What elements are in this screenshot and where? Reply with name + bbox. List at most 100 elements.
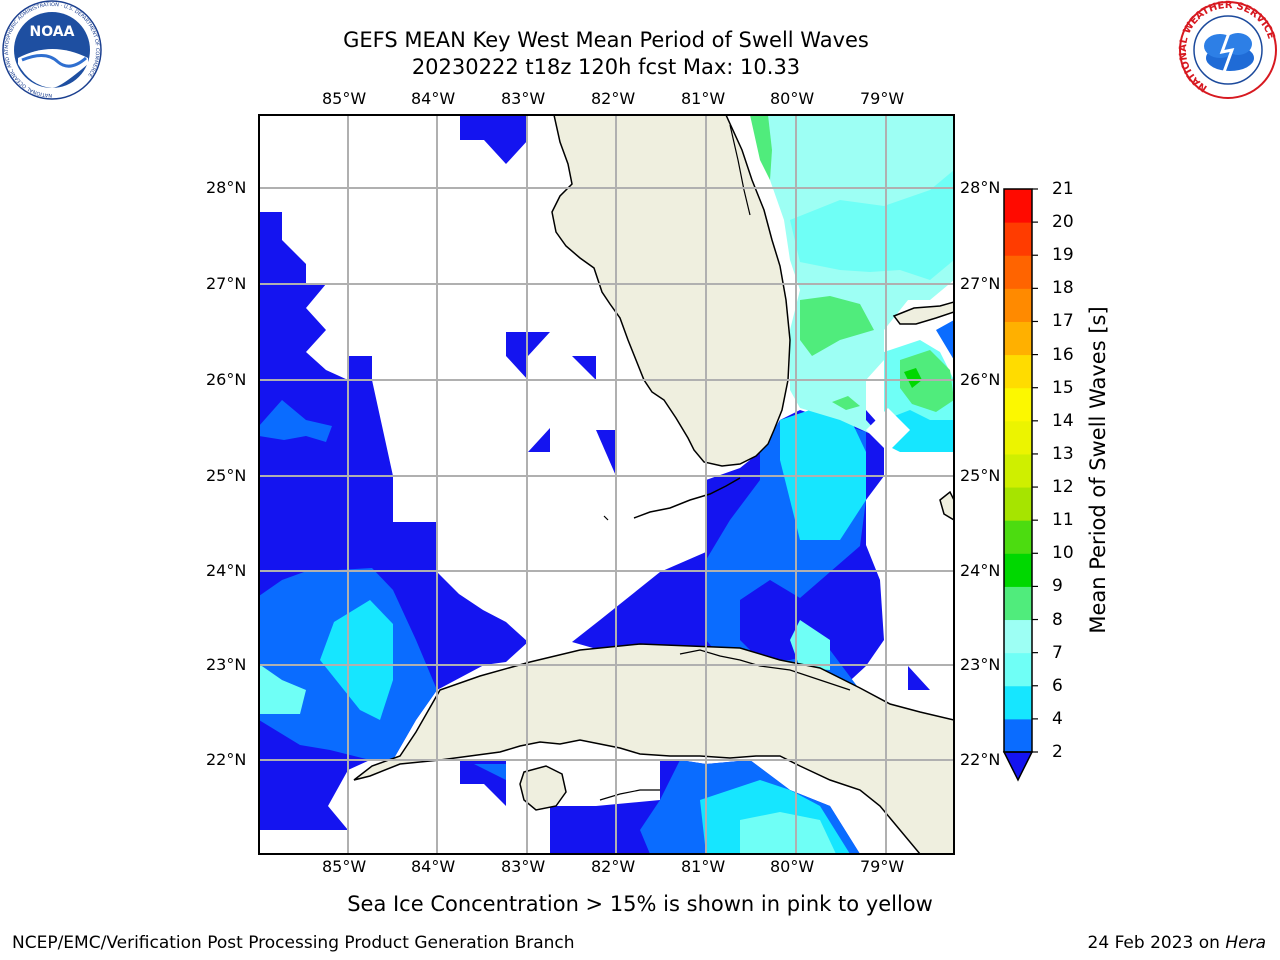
colorbar-tick-label: 16 bbox=[1052, 344, 1074, 365]
chart-title-line1: GEFS MEAN Key West Mean Period of Swell … bbox=[343, 28, 869, 52]
swell-region-atlantic bbox=[750, 115, 954, 440]
swell-region-bahamas-10s bbox=[904, 368, 922, 388]
lat-tick-left-26: 26°N bbox=[206, 370, 247, 389]
lon-tick-bottom-80: 80°W bbox=[770, 857, 815, 876]
lat-tick-left-25: 25°N bbox=[206, 466, 247, 485]
colorbar-swatch bbox=[1004, 487, 1032, 521]
colorbar-tick-label: 18 bbox=[1052, 278, 1074, 299]
colorbar-swatches bbox=[1004, 189, 1032, 753]
colorbar-swatch bbox=[1004, 387, 1032, 422]
lat-tick-right-27: 27°N bbox=[960, 274, 1001, 293]
swell-hole-bahamas bbox=[866, 408, 910, 452]
colorbar-under-triangle bbox=[1002, 751, 1034, 782]
swell-region-straits-7s bbox=[790, 620, 830, 670]
cuba-south-cays bbox=[599, 789, 660, 801]
map-frame bbox=[258, 114, 955, 855]
lon-tick-top-81: 81°W bbox=[681, 89, 726, 108]
colorbar-tick-label: 2 bbox=[1052, 742, 1063, 762]
land-florida bbox=[551, 115, 791, 467]
swell-region-atlantic-9s bbox=[750, 115, 772, 180]
colorbar-tick-label: 14 bbox=[1052, 410, 1074, 431]
colorbar-swatch bbox=[1004, 453, 1032, 488]
swell-region-bahamas-6s bbox=[884, 410, 954, 452]
colorbar-frame bbox=[1003, 188, 1033, 753]
colorbar-tick-label: 4 bbox=[1052, 708, 1063, 729]
colorbar-tick-label: 17 bbox=[1052, 311, 1074, 332]
swell-region-caribbean-4s bbox=[474, 764, 506, 780]
colorbar-swatch bbox=[1004, 553, 1032, 587]
swell-region-west-7s bbox=[259, 664, 306, 714]
colorbar-tick-label: 9 bbox=[1052, 576, 1063, 597]
colorbar-tick-label: 12 bbox=[1052, 477, 1074, 498]
footer-date-text: 24 Feb 2023 on bbox=[1087, 933, 1226, 953]
lat-tick-right-26: 26°N bbox=[960, 370, 1001, 389]
swell-patch-5 bbox=[596, 430, 616, 476]
colorbar-swatch bbox=[1004, 685, 1032, 720]
colorbar-swatch bbox=[1004, 288, 1032, 322]
colorbar-tick-label: 19 bbox=[1052, 245, 1074, 266]
map-gridlines bbox=[259, 115, 954, 854]
lat-tick-right-25: 25°N bbox=[960, 466, 1001, 485]
lat-tick-left-22: 22°N bbox=[206, 750, 247, 769]
colorbar-tick-label: 21 bbox=[1052, 179, 1074, 199]
nws-logo: NATIONAL WEATHER SERVICE bbox=[1178, 0, 1277, 99]
land-cuba bbox=[353, 643, 954, 854]
lon-tick-top-84: 84°W bbox=[411, 89, 456, 108]
lon-tick-top-79: 79°W bbox=[860, 89, 905, 108]
colorbar-tick-label: 7 bbox=[1052, 642, 1063, 663]
swell-patch-4 bbox=[528, 428, 550, 452]
sea-ice-note: Sea Ice Concentration > 15% is shown in … bbox=[347, 892, 933, 916]
footer-date: 24 Feb 2023 on Hera bbox=[1088, 933, 1266, 953]
colorbar-tick-label: 15 bbox=[1052, 377, 1074, 398]
lon-tick-top-83: 83°W bbox=[501, 89, 546, 108]
lon-tick-bottom-84: 84°W bbox=[411, 857, 456, 876]
lon-tick-bottom-79: 79°W bbox=[860, 857, 905, 876]
colorbar-swatch bbox=[1004, 189, 1032, 223]
florida-keys bbox=[633, 477, 741, 519]
colorbar-swatch bbox=[1004, 586, 1032, 621]
colorbar-tick-label: 10 bbox=[1052, 543, 1074, 564]
swell-region-bahamas-4s bbox=[936, 320, 954, 360]
lat-tick-left-24: 24°N bbox=[206, 561, 247, 580]
florida-lake bbox=[729, 124, 751, 216]
land-andros bbox=[939, 490, 954, 521]
noaa-logo: NOAA NATIONAL OCEANIC AND ATMOSPHERIC AD… bbox=[2, 0, 102, 100]
lat-tick-left-23: 23°N bbox=[206, 655, 247, 674]
colorbar-tick-label: 20 bbox=[1052, 212, 1074, 233]
footer-branch: NCEP/EMC/Verification Post Processing Pr… bbox=[12, 933, 575, 953]
swell-region-atlantic-9s-b bbox=[800, 296, 874, 356]
lat-tick-right-22: 22°N bbox=[960, 750, 1001, 769]
lat-tick-right-23: 23°N bbox=[960, 655, 1001, 674]
lat-tick-right-28: 28°N bbox=[960, 178, 1001, 197]
swell-region-atlantic-7s bbox=[790, 170, 954, 280]
colorbar-swatch bbox=[1004, 520, 1032, 554]
colorbar-swatch bbox=[1004, 354, 1032, 389]
colorbar-swatch bbox=[1004, 321, 1032, 356]
colorbar-tick-label: 13 bbox=[1052, 443, 1074, 464]
swell-patch-6 bbox=[908, 666, 930, 690]
footer-machine: Hera bbox=[1225, 933, 1266, 953]
land-grand-bahama bbox=[892, 301, 954, 325]
land-isla-juventud bbox=[519, 765, 567, 811]
lon-tick-bottom-85: 85°W bbox=[322, 857, 367, 876]
colorbar-swatch bbox=[1004, 652, 1032, 687]
colorbar-swatch bbox=[1004, 222, 1032, 256]
colorbar-swatch bbox=[1004, 420, 1032, 455]
colorbar-ticks bbox=[1032, 188, 1038, 753]
lon-tick-top-82: 82°W bbox=[591, 89, 636, 108]
lon-tick-bottom-82: 82°W bbox=[591, 857, 636, 876]
swell-region-west-4s-b bbox=[259, 400, 332, 442]
lon-tick-bottom-83: 83°W bbox=[501, 857, 546, 876]
colorbar-tick-label: 11 bbox=[1052, 510, 1074, 531]
svg-text:NOAA: NOAA bbox=[30, 24, 75, 40]
lat-tick-left-27: 27°N bbox=[206, 274, 247, 293]
chart-title-line2: 20230222 t18z 120h fcst Max: 10.33 bbox=[411, 55, 801, 79]
lon-tick-top-80: 80°W bbox=[770, 89, 815, 108]
colorbar-tick-label: 6 bbox=[1052, 675, 1063, 696]
lon-tick-top-85: 85°W bbox=[322, 89, 367, 108]
lat-tick-left-28: 28°N bbox=[206, 178, 247, 197]
cuba-north-cays bbox=[679, 649, 851, 691]
swell-region-caribbean-s-7s bbox=[740, 812, 836, 854]
swell-region-west-6s bbox=[320, 600, 393, 720]
